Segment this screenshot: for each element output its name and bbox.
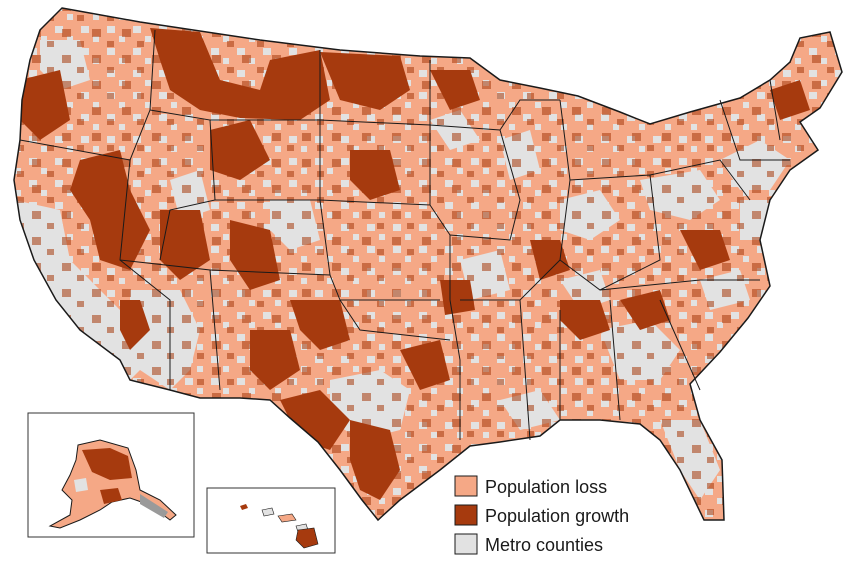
state-borders xyxy=(13,7,843,522)
legend-swatch-loss xyxy=(454,475,478,497)
legend-label-metro: Metro counties xyxy=(485,535,603,555)
alaska-inset xyxy=(27,412,195,538)
legend-item-loss: Population loss xyxy=(454,475,607,497)
legend: Population loss Population growth Metro … xyxy=(454,475,629,555)
hawaii-inset xyxy=(206,487,336,554)
legend-label-growth: Population growth xyxy=(485,506,629,526)
legend-label-loss: Population loss xyxy=(485,477,607,497)
legend-swatch-metro xyxy=(454,533,478,555)
legend-item-growth: Population growth xyxy=(454,504,629,526)
legend-item-metro: Metro counties xyxy=(454,533,603,555)
legend-swatch-growth xyxy=(454,504,478,526)
